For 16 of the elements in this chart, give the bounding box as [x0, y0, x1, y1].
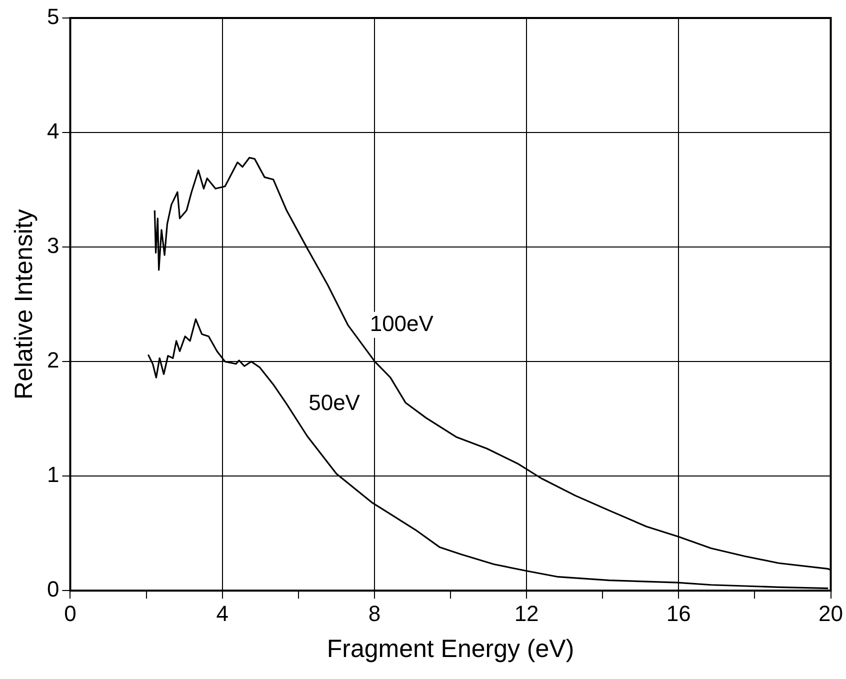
y-tick-label: 5 — [46, 4, 60, 30]
y-tick-label: 2 — [46, 348, 60, 373]
x-tick-label: 8 — [368, 600, 381, 626]
y-tick-label: 4 — [46, 118, 60, 144]
series-label: 50eV — [308, 390, 360, 415]
y-axis-title: Relative Intensity — [10, 208, 38, 400]
x-tick-label: 4 — [216, 600, 228, 626]
series-label: 100eV — [370, 310, 434, 336]
x-tick-label: 12 — [514, 600, 539, 626]
y-tick-label: 1 — [46, 462, 60, 488]
x-tick-label: 0 — [64, 600, 76, 626]
y-tick-label: 3 — [46, 233, 60, 258]
x-tick-label: 16 — [666, 600, 691, 626]
x-tick-label: 20 — [818, 600, 844, 626]
y-tick-label: 0 — [46, 576, 60, 602]
x-axis-title: Fragment Energy (eV) — [326, 634, 574, 663]
